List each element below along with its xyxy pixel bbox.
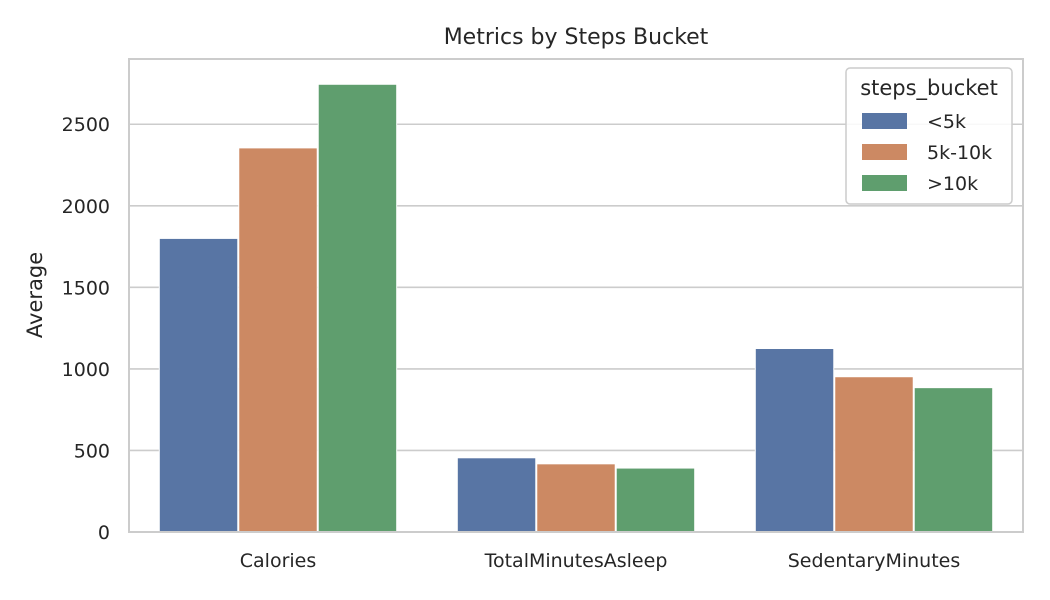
x-tick-label: TotalMinutesAsleep [484, 550, 668, 572]
legend-swatch [862, 175, 907, 191]
chart-title: Metrics by Steps Bucket [444, 25, 709, 50]
bar-1-1 [536, 463, 616, 533]
y-tick-label: 0 [98, 522, 110, 544]
plot-frame [128, 58, 1024, 533]
legend-swatch [862, 144, 907, 160]
bar-2-0 [754, 348, 835, 533]
y-tick-labels: 0 500 1000 1500 2000 2500 [62, 114, 110, 544]
bar-2-2 [913, 387, 994, 533]
bar-1-0 [456, 457, 537, 533]
y-axis-label: Average [23, 252, 47, 338]
legend-label: <5k [927, 111, 966, 133]
y-tick-label: 2500 [62, 114, 110, 136]
bar-0-1 [238, 147, 318, 533]
legend-label: 5k-10k [927, 142, 992, 164]
bar-0-2 [317, 83, 398, 533]
x-tick-labels: Calories TotalMinutesAsleep SedentaryMinut… [240, 550, 960, 572]
x-tick-label: Calories [240, 550, 317, 572]
legend-box [845, 67, 1013, 205]
y-tick-label: 1000 [62, 359, 110, 381]
y-tick-label: 500 [74, 440, 110, 462]
legend-title: steps_bucket [860, 76, 998, 101]
legend: steps_bucket <5k 5k-10k >10k [845, 67, 1013, 205]
y-tick-label: 2000 [62, 196, 110, 218]
bars [158, 83, 994, 533]
x-tick-label: SedentaryMinutes [788, 550, 960, 572]
y-tick-label: 1500 [62, 277, 110, 299]
legend-label: >10k [927, 173, 978, 195]
legend-swatch [862, 113, 907, 129]
bar-0-0 [158, 237, 239, 533]
bar-2-1 [834, 376, 914, 533]
bar-1-2 [615, 467, 696, 533]
